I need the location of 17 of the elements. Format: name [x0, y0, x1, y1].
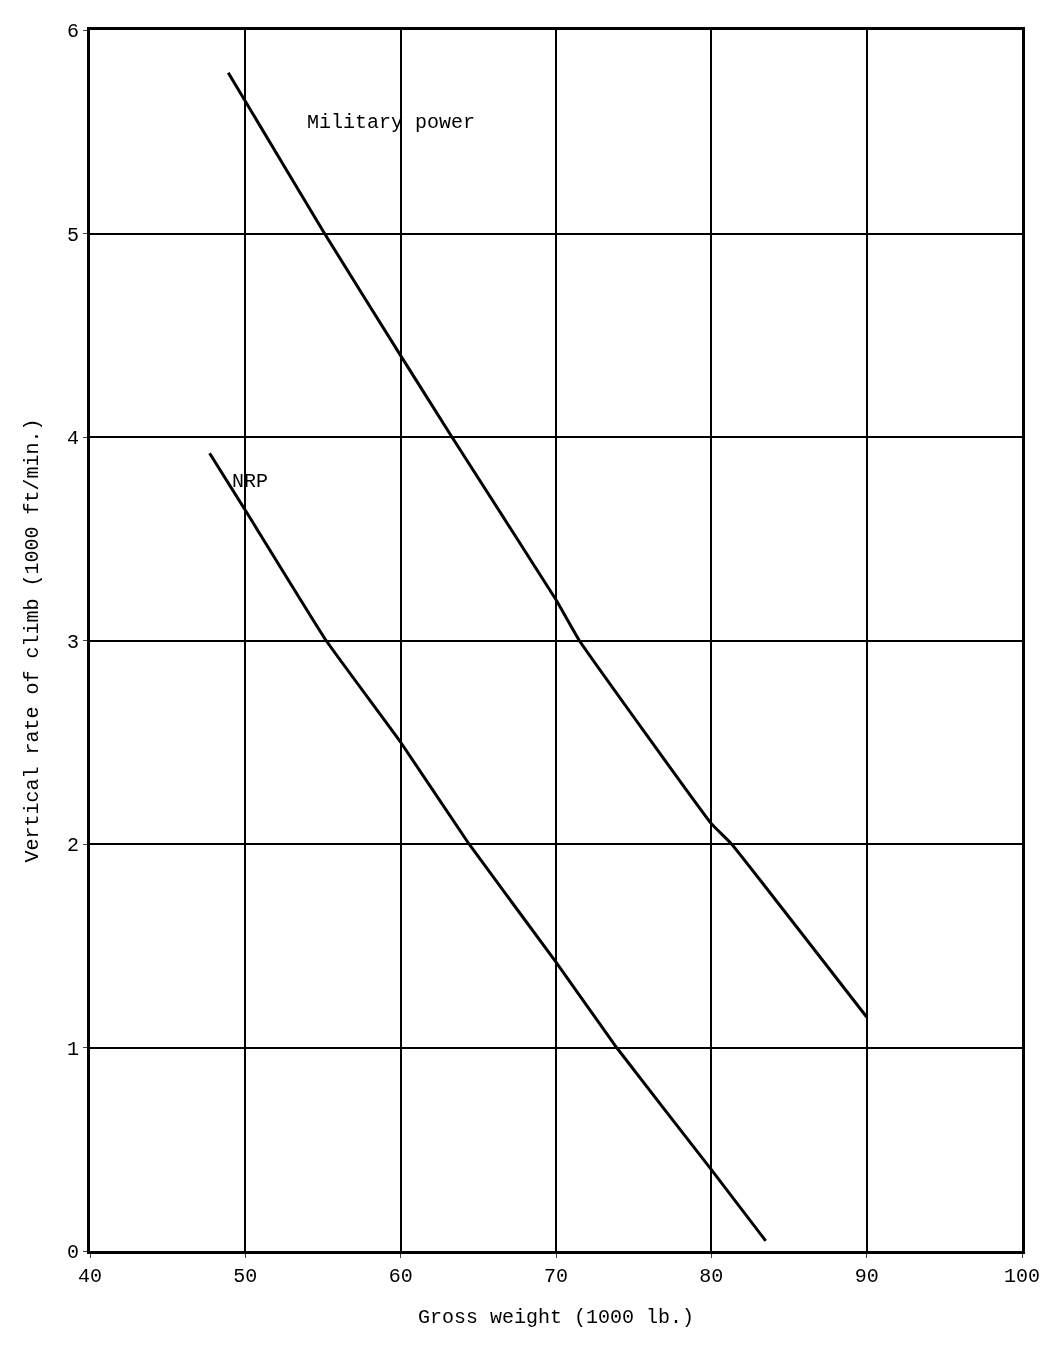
y-tick-label: 0	[66, 1241, 79, 1264]
y-tick-label: 6	[66, 20, 79, 43]
x-tick-label: 100	[1003, 1265, 1041, 1288]
x-tick-label: 80	[699, 1265, 724, 1288]
y-axis-title: Vertical rate of climb (1000 ft/min.)	[21, 418, 44, 863]
y-tick-label: 3	[66, 630, 79, 654]
x-tick-label: 70	[543, 1265, 569, 1288]
x-axis-title: Gross weight (1000 lb.)	[417, 1306, 695, 1329]
x-tick-label: 90	[854, 1265, 879, 1288]
x-tick-label: 60	[388, 1265, 413, 1288]
x-tick-label: 50	[233, 1265, 258, 1288]
series-label: Military power	[307, 111, 476, 134]
y-tick-label: 5	[66, 223, 79, 247]
y-tick-label: 1	[66, 1037, 79, 1061]
x-tick-label: 40	[77, 1265, 103, 1288]
y-tick-label: 4	[66, 427, 79, 450]
y-tick-label: 2	[66, 834, 79, 857]
